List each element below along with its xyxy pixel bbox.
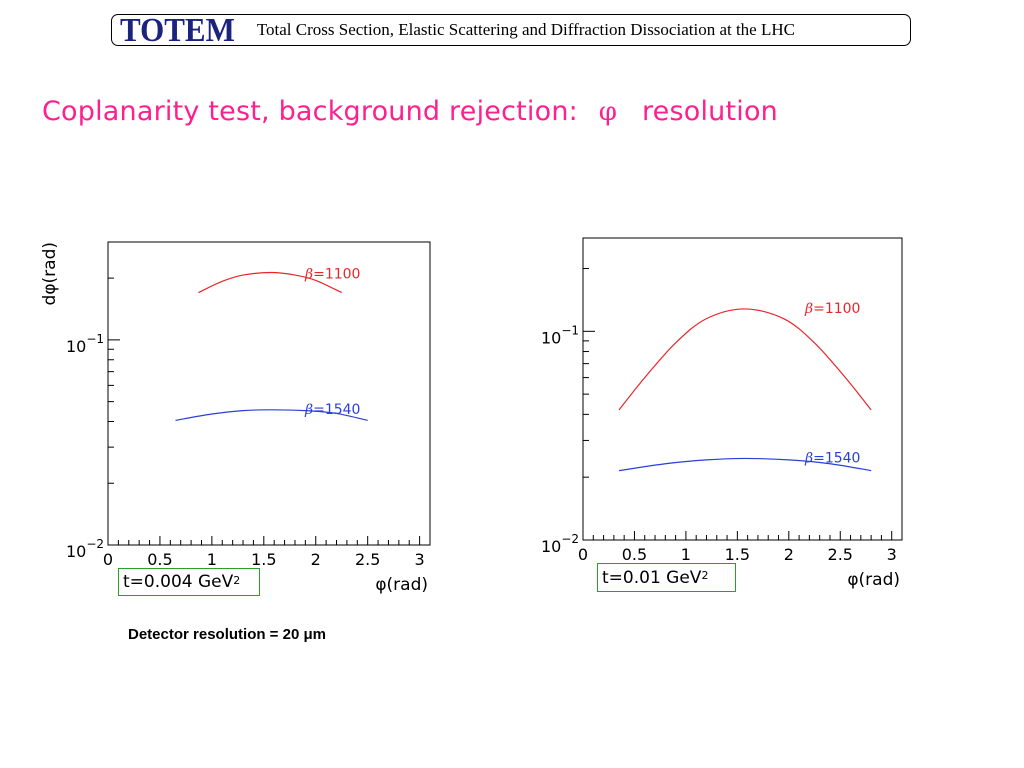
x-tick-label: 0.5 [147,550,172,569]
totem-logo: TOTEM [120,10,235,49]
series-line-beta-1100 [618,308,872,411]
plot-frame [107,241,431,546]
series-label-beta-1100: β=1100 [304,267,360,283]
y-tick-label: 10−2 [66,537,104,561]
t-annotation-right-sup: 2 [701,569,709,582]
plot-frame [582,237,903,541]
series-line-beta-1540 [618,457,872,472]
y-tick-label: 10−1 [541,323,579,347]
slide-title-symbol: φ [598,97,618,127]
x-tick-label: 3 [887,545,897,564]
t-annotation-left: t=0.004 GeV 2 [118,568,260,596]
y-tick-label: 10−2 [541,532,579,556]
x-tick-label: 0 [578,545,588,564]
x-tick-label: 1.5 [725,545,750,564]
x-tick-label: 2.5 [828,545,853,564]
x-tick-label: 0.5 [622,545,647,564]
x-tick-label: 1 [681,545,691,564]
series-label-beta-1540: β=1540 [804,450,860,466]
t-annotation-left-sup: 2 [233,573,241,587]
t-annotation-left-text: t=0.004 GeV [123,572,234,592]
slide-title: Coplanarity test, background rejection: … [42,96,778,127]
y-tick-label: 10−1 [66,332,104,356]
x-tick-label: 2 [784,545,794,564]
series-label-beta-1540: β=1540 [304,402,360,418]
series-label-beta-1100: β=1100 [804,301,860,317]
header-title: Total Cross Section, Elastic Scattering … [256,20,795,39]
x-tick-label: 3 [415,550,425,569]
header-banner: TOTEM Total Cross Section, Elastic Scatt… [111,10,911,49]
x-tick-label: 2 [311,550,321,569]
x-tick-label: 0 [103,550,113,569]
slide-title-suffix: resolution [641,96,778,127]
y-axis-label: dφ(rad) [40,242,60,305]
detector-resolution-caption: Detector resolution = 20 μm [128,626,326,643]
slide-title-prefix: Coplanarity test, background rejection: [42,96,578,127]
t-annotation-right-text: t=0.01 GeV [602,567,702,588]
series-line-beta-1100 [198,271,342,294]
x-axis-label: φ(rad) [847,570,900,590]
x-axis-label: φ(rad) [375,575,428,595]
x-tick-label: 1 [207,550,217,569]
x-tick-label: 2.5 [355,550,380,569]
x-tick-label: 1.5 [251,550,276,569]
series-line-beta-1540 [175,409,368,421]
t-annotation-right: t=0.01 GeV 2 [597,563,736,592]
